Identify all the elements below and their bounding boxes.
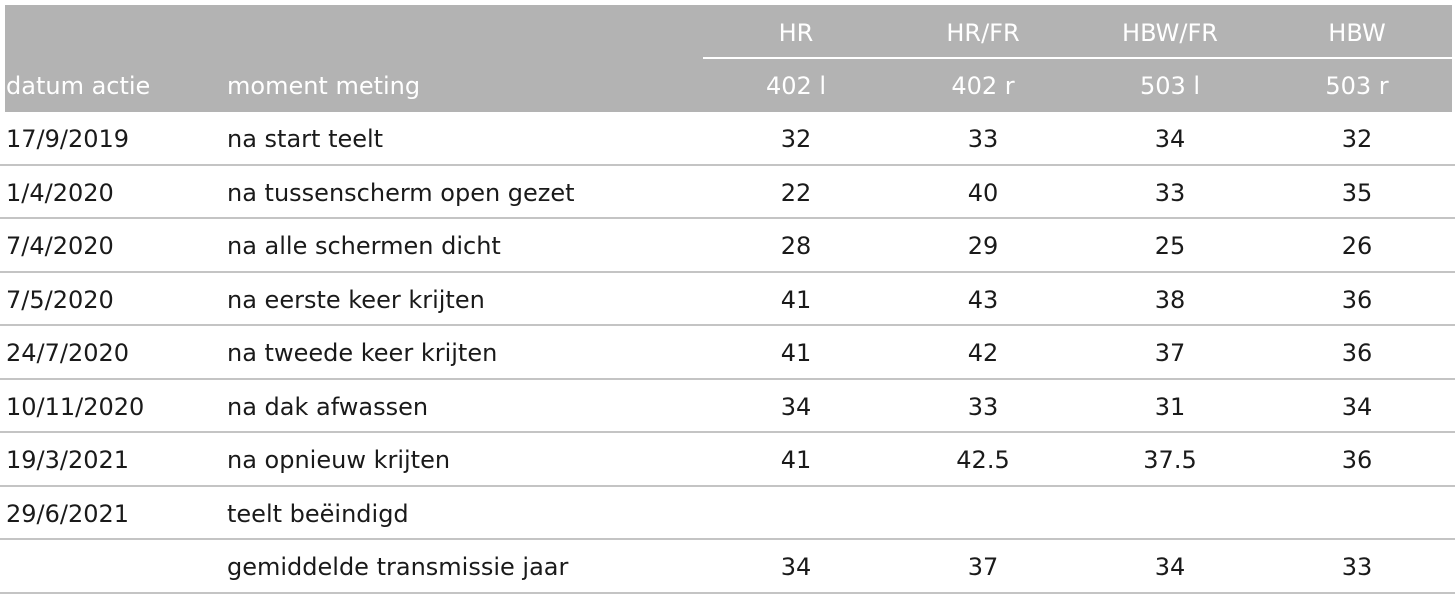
cell-value: 34 <box>780 392 812 421</box>
cell-value: 28 <box>780 232 812 260</box>
cell-value: 32 <box>1341 125 1373 153</box>
cell-date: 24/7/2020 <box>6 339 130 367</box>
cell-date: 7/4/2020 <box>6 232 114 260</box>
cell-value: 42 <box>967 339 999 367</box>
cell-value: 43 <box>967 285 999 314</box>
cell-date: 19/3/2021 <box>6 446 130 474</box>
table-row: 29/6/2021 teelt beëindigd <box>0 487 1455 540</box>
cell-value: 29 <box>967 232 999 260</box>
cell-date: 17/9/2019 <box>6 125 130 153</box>
cell-date: 10/11/2020 <box>6 392 145 421</box>
table-row: 7/5/2020 na eerste keer krijten 41 43 38 36 <box>0 273 1455 326</box>
cell-moment: na dak afwassen <box>227 392 429 421</box>
cell-value: 22 <box>780 178 812 207</box>
cell-value: 36 <box>1341 339 1373 367</box>
cell-value: 37 <box>967 553 999 581</box>
cell-date: 29/6/2021 <box>6 499 130 528</box>
cell-value: 33 <box>1341 553 1373 581</box>
column-sub-label: 402 l <box>765 72 827 100</box>
cell-value: 34 <box>780 553 812 581</box>
table-row: 19/3/2021 na opnieuw krijten 41 42.5 37.5 36 <box>0 433 1455 487</box>
cell-moment: gemiddelde transmissie jaar <box>227 553 569 581</box>
table-body: 17/9/2019 na start teelt 32 33 34 32 1/4/2020 n… <box>0 112 1455 594</box>
column-header-moment: moment meting <box>227 72 421 100</box>
cell-moment: na alle schermen dicht <box>227 232 501 260</box>
column-sub-label: 503 l <box>1139 72 1201 100</box>
cell-value: 31 <box>1154 392 1186 421</box>
table-header: HR HR/FR HBW/FR HBW datum actie moment m… <box>5 5 1452 112</box>
cell-date: 1/4/2020 <box>6 178 114 207</box>
table-row: gemiddelde transmissie jaar 34 37 34 33 <box>0 540 1455 594</box>
column-sub-label: 503 r <box>1325 72 1389 100</box>
table-row: 1/4/2020 na tussenscherm open gezet 22 40 33… <box>0 166 1455 219</box>
cell-value: 34 <box>1154 553 1186 581</box>
cell-moment: na opnieuw krijten <box>227 446 451 474</box>
column-group-label: HBW/FR <box>1122 19 1218 47</box>
cell-date: 7/5/2020 <box>6 285 114 314</box>
column-header-date: datum actie <box>6 72 151 100</box>
cell-value: 26 <box>1341 232 1373 260</box>
cell-value: 34 <box>1341 392 1373 421</box>
cell-value: 40 <box>967 178 999 207</box>
cell-value: 36 <box>1341 285 1373 314</box>
table-row: 10/11/2020 na dak afwassen 34 33 31 34 <box>0 380 1455 433</box>
cell-value: 34 <box>1154 125 1186 153</box>
cell-moment: na tussenscherm open gezet <box>227 178 575 207</box>
cell-value: 36 <box>1341 446 1373 474</box>
cell-value: 37 <box>1154 339 1186 367</box>
cell-value: 33 <box>1154 178 1186 207</box>
cell-value: 41 <box>780 446 812 474</box>
table-row: 24/7/2020 na tweede keer krijten 41 42 37 36 <box>0 326 1455 380</box>
column-group-label: HBW <box>1328 19 1386 47</box>
cell-value: 37.5 <box>1143 446 1197 474</box>
cell-moment: teelt beëindigd <box>227 499 409 528</box>
column-group-label: HR <box>778 19 814 47</box>
cell-value: 38 <box>1154 285 1186 314</box>
header-divider <box>703 57 1452 59</box>
cell-value: 25 <box>1154 232 1186 260</box>
column-group-label: HR/FR <box>946 19 1020 47</box>
cell-value: 41 <box>780 339 812 367</box>
table-row: 17/9/2019 na start teelt 32 33 34 32 <box>0 112 1455 166</box>
column-sub-label: 402 r <box>951 72 1015 100</box>
cell-value: 33 <box>967 125 999 153</box>
cell-value: 42.5 <box>956 446 1010 474</box>
cell-moment: na tweede keer krijten <box>227 339 498 367</box>
cell-value: 32 <box>780 125 812 153</box>
cell-value: 33 <box>967 392 999 421</box>
cell-moment: na start teelt <box>227 125 384 153</box>
cell-value: 35 <box>1341 178 1373 207</box>
cell-moment: na eerste keer krijten <box>227 285 485 314</box>
table-row: 7/4/2020 na alle schermen dicht 28 29 25 26 <box>0 219 1455 273</box>
cell-value: 41 <box>780 285 812 314</box>
